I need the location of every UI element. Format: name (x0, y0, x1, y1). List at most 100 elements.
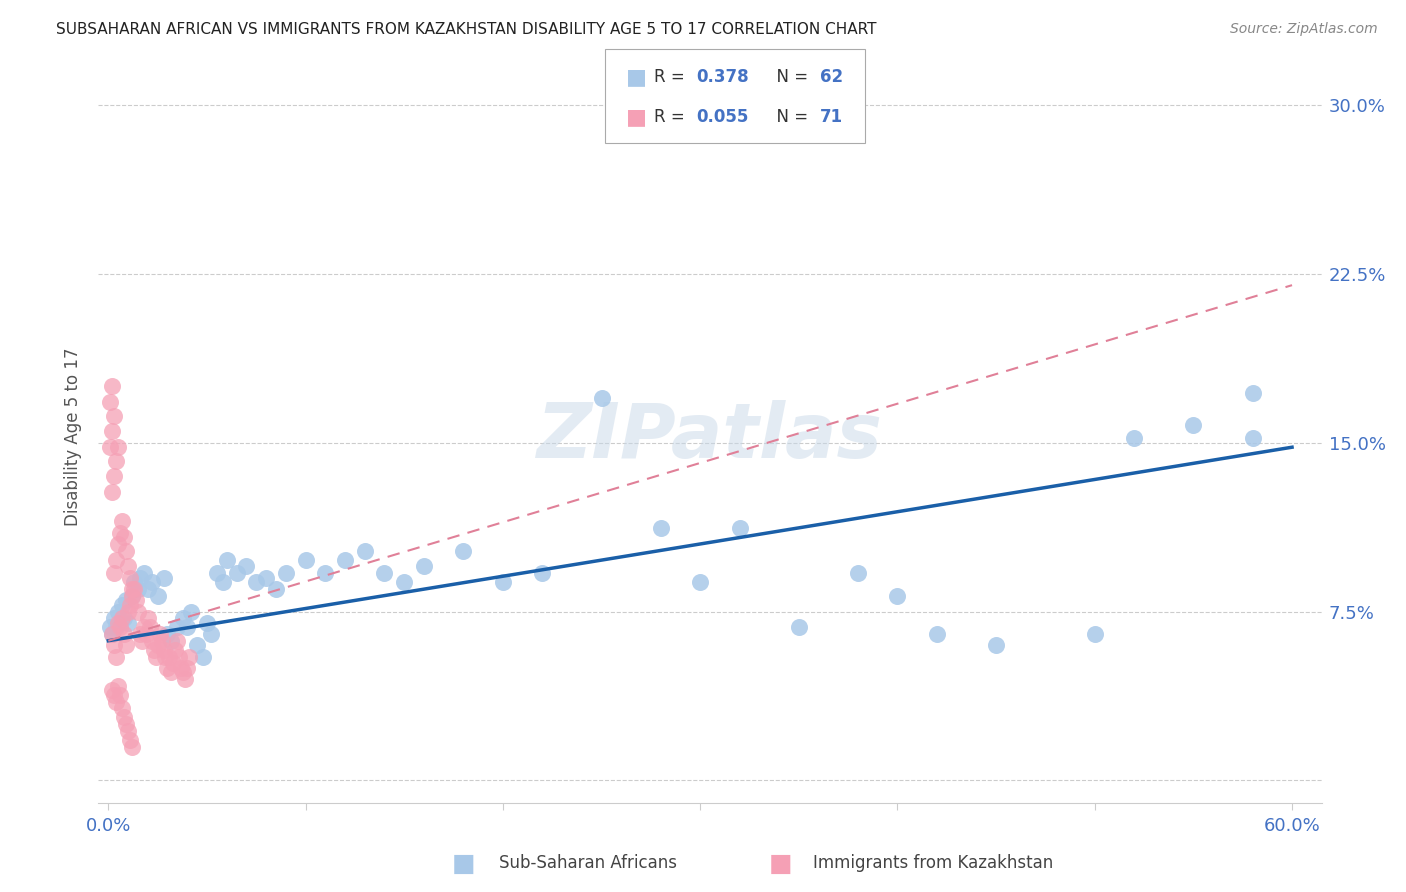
Point (105, 694, 128, 708)
Point (1182, 417, 1205, 432)
Point (531, 566, 554, 581)
Point (1241, 386, 1264, 401)
Point (101, 627, 124, 641)
Point (107, 440, 129, 454)
Point (108, 525, 131, 540)
Point (128, 571, 150, 585)
Point (984, 638, 1007, 652)
Point (101, 683, 124, 698)
Point (108, 688, 131, 702)
Text: N =: N = (766, 108, 814, 126)
Point (127, 605, 149, 619)
Point (925, 627, 948, 641)
Point (156, 661, 179, 675)
Point (122, 575, 145, 590)
Point (105, 620, 128, 634)
Point (112, 627, 135, 641)
Point (650, 521, 672, 535)
Point (146, 589, 169, 603)
Point (200, 627, 222, 641)
Text: R =: R = (654, 108, 690, 126)
Point (107, 615, 129, 630)
Point (98, 395, 121, 409)
Point (886, 589, 908, 603)
Point (135, 627, 157, 641)
Point (152, 571, 174, 585)
Point (1084, 627, 1107, 641)
Point (118, 571, 141, 585)
Point (118, 598, 141, 612)
Point (689, 575, 711, 590)
Text: 62: 62 (820, 69, 842, 87)
Y-axis label: Disability Age 5 to 17: Disability Age 5 to 17 (65, 348, 83, 526)
Point (172, 611, 194, 625)
Point (103, 611, 125, 625)
Point (101, 379, 124, 393)
Point (245, 575, 267, 590)
Point (107, 605, 129, 619)
Point (392, 575, 416, 590)
Text: ■: ■ (453, 852, 475, 875)
Point (174, 672, 197, 686)
Point (146, 638, 169, 652)
Point (136, 582, 159, 596)
Point (112, 710, 135, 724)
Point (205, 566, 228, 581)
Point (112, 611, 135, 625)
Point (176, 620, 198, 634)
Point (108, 620, 131, 634)
Point (156, 627, 179, 641)
Point (105, 553, 128, 567)
Point (112, 530, 135, 544)
Point (111, 701, 134, 715)
Point (166, 633, 188, 648)
Text: Sub-Saharan Africans: Sub-Saharan Africans (499, 855, 678, 872)
Text: ■: ■ (626, 67, 647, 87)
Point (254, 571, 277, 585)
Point (787, 620, 810, 634)
Point (141, 575, 163, 590)
Point (155, 649, 177, 664)
Point (128, 627, 150, 641)
Point (353, 543, 375, 558)
Point (141, 633, 163, 648)
Point (117, 559, 139, 574)
Point (117, 615, 139, 630)
Point (150, 633, 173, 648)
Point (121, 582, 143, 596)
Point (107, 679, 129, 693)
Point (142, 642, 165, 657)
Point (195, 615, 218, 630)
Point (1241, 431, 1264, 445)
Point (413, 559, 436, 574)
Point (132, 620, 155, 634)
Point (107, 537, 129, 551)
Point (103, 566, 125, 581)
Point (225, 566, 247, 581)
Point (117, 605, 139, 619)
Point (115, 593, 138, 607)
Text: ■: ■ (769, 852, 792, 875)
Point (274, 566, 297, 581)
Point (103, 469, 125, 483)
Point (160, 665, 183, 680)
Point (117, 723, 139, 738)
Point (728, 521, 751, 535)
Point (846, 566, 869, 581)
Point (172, 665, 194, 680)
Point (111, 515, 134, 529)
Point (373, 566, 395, 581)
Point (115, 638, 138, 652)
Point (159, 649, 181, 664)
Point (186, 638, 208, 652)
Point (179, 649, 201, 664)
Point (118, 732, 141, 747)
Point (149, 627, 172, 641)
Point (160, 633, 183, 648)
Point (215, 553, 238, 567)
Point (103, 638, 125, 652)
Point (101, 425, 124, 439)
Point (165, 642, 187, 657)
Point (169, 649, 191, 664)
Point (314, 566, 336, 581)
